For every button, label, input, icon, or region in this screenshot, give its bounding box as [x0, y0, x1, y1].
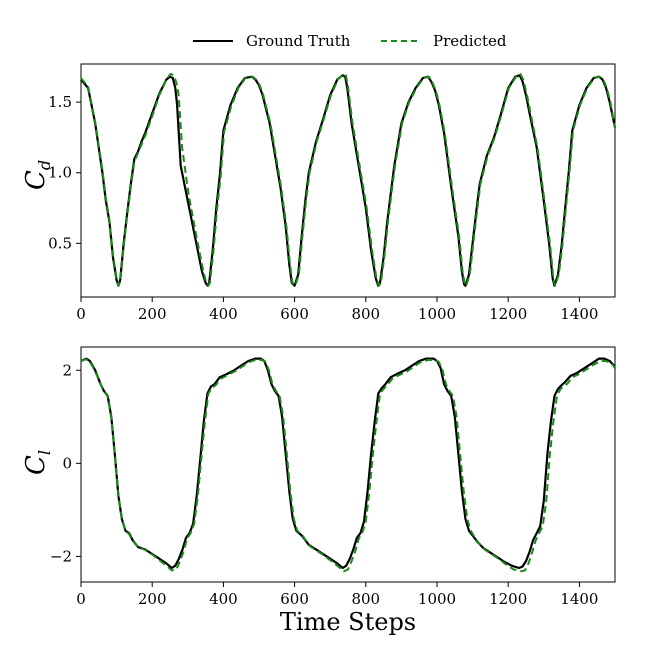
cl-x-tick-label: 800: [351, 590, 380, 608]
cd-x-tick-label: 600: [280, 305, 309, 323]
cl-x-tick-label: 1000: [418, 590, 456, 608]
cl-y-ticks: −2 0 2: [50, 361, 81, 565]
legend-label-ground-truth: Ground Truth: [246, 32, 351, 50]
cd-y-ticks: 0.5 1.0 1.5: [48, 93, 81, 252]
cd-y-tick-label: 0.5: [48, 234, 72, 252]
cd-series-group: [80, 72, 617, 287]
cd-y-tick-label: 1.0: [48, 164, 72, 182]
legend-label-predicted: Predicted: [433, 32, 507, 50]
cd-y-axis-label: Cd: [21, 160, 54, 190]
cl-x-tick-label: 400: [209, 590, 238, 608]
cl-y-tick-label: 2: [62, 361, 72, 379]
cd-x-tick-label: 1000: [418, 305, 456, 323]
cd-x-tick-label: 400: [209, 305, 238, 323]
cd-x-tick-label: 1200: [489, 305, 527, 323]
cl-y-axis-label: Cl: [21, 450, 54, 475]
cd-x-tick-label: 1400: [560, 305, 598, 323]
cl-series-group: [80, 357, 616, 573]
x-axis-label: Time Steps: [280, 608, 416, 636]
cl-x-tick-label: 200: [138, 590, 167, 608]
cl-plot-frame: [80, 346, 616, 583]
cd-x-tick-label: 200: [138, 305, 167, 323]
cd-series-line-predicted: [80, 72, 616, 287]
cl-panel: 0 200 400 600 800 1000 1200 1400 −2 0 2 Cl Time S…: [21, 346, 616, 636]
cl-series-line-predicted: [80, 358, 616, 573]
cl-y-tick-label: 0: [62, 454, 72, 472]
cd-x-ticks: 0 200 400 600 800 1000 1200 1400: [76, 297, 598, 323]
cl-x-tick-label: 0: [76, 590, 86, 608]
legend: Ground Truth Predicted: [193, 32, 507, 50]
cl-x-ticks: 0 200 400 600 800 1000 1200 1400: [76, 582, 598, 608]
cl-x-tick-label: 600: [280, 590, 309, 608]
cl-series-line-ground-truth: [80, 357, 616, 570]
cl-x-tick-label: 1200: [489, 590, 527, 608]
cd-x-tick-label: 800: [351, 305, 380, 323]
cd-plot-frame: [80, 63, 616, 298]
cd-y-tick-label: 1.5: [48, 93, 72, 111]
cl-y-tick-label: −2: [50, 547, 72, 565]
cd-x-tick-label: 0: [76, 305, 86, 323]
cd-series-line-ground-truth: [80, 74, 617, 287]
cd-panel: 0 200 400 600 800 1000 1200 1400 0.5 1.0 1.5 Cd: [21, 63, 617, 323]
cl-x-tick-label: 1400: [560, 590, 598, 608]
